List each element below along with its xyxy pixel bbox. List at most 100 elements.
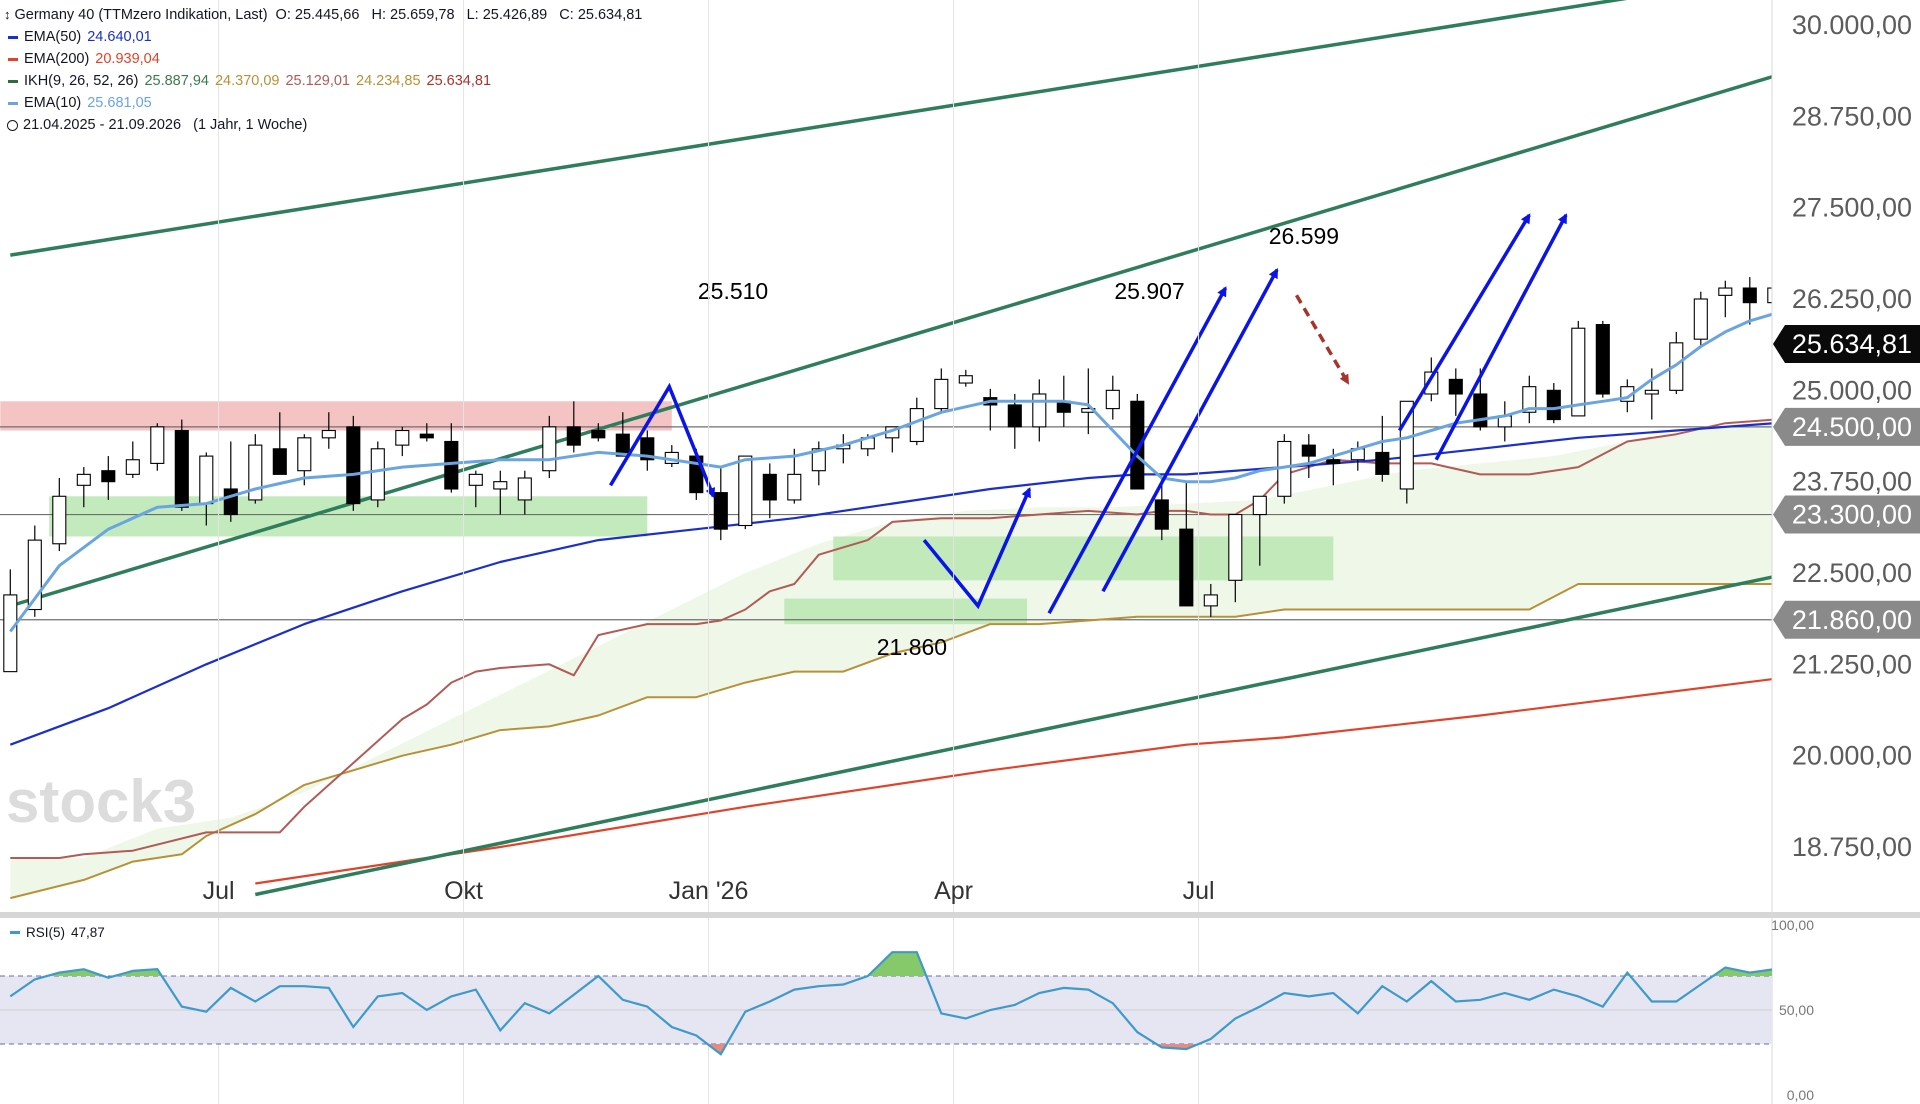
candle[interactable] (615, 412, 630, 457)
red-dashed-arrow (1294, 294, 1350, 385)
candle[interactable] (223, 441, 238, 522)
pane-separator[interactable] (0, 912, 1920, 918)
rsi-line (9, 951, 1772, 1056)
candle[interactable] (1252, 495, 1267, 566)
candle[interactable] (444, 423, 459, 493)
candle[interactable] (713, 467, 728, 541)
candle[interactable] (1032, 379, 1047, 442)
rsi-legend[interactable]: RSI(5) 47,87 (10, 925, 105, 940)
candle[interactable] (370, 441, 385, 508)
candle[interactable] (934, 368, 949, 413)
candle[interactable] (1448, 368, 1463, 416)
candle-body-up (1522, 386, 1537, 413)
candle[interactable] (468, 470, 483, 508)
candle[interactable] (297, 434, 312, 486)
candle[interactable] (1718, 280, 1733, 318)
candle-body-down (1130, 400, 1145, 490)
candle[interactable] (150, 423, 165, 471)
candle[interactable] (566, 401, 581, 453)
candle[interactable] (909, 397, 924, 446)
x-tick-label: Jul (1183, 877, 1215, 905)
level-price-badge[interactable]: 23.300,00 (1773, 495, 1920, 534)
candle-body-down (640, 437, 655, 461)
price-badge-label: 23.300,00 (1792, 500, 1912, 530)
candle[interactable] (591, 423, 606, 442)
candle[interactable] (199, 452, 214, 526)
trend-channel-line (10, 0, 1628, 257)
instrument-name[interactable]: Germany 40 (TTMzero Indikation, Last) (14, 7, 268, 23)
indicator-value: 24.370,09 (214, 73, 280, 89)
candle[interactable] (958, 369, 973, 387)
candle[interactable] (1007, 393, 1022, 449)
candle[interactable] (1203, 583, 1218, 617)
candle[interactable] (1179, 481, 1194, 607)
candle[interactable] (321, 412, 336, 449)
candle[interactable] (1154, 478, 1169, 541)
candle-body-up (517, 477, 532, 501)
candle[interactable] (101, 456, 116, 500)
candle[interactable] (1571, 320, 1586, 417)
candle[interactable] (272, 412, 287, 475)
candle[interactable] (1375, 415, 1390, 482)
rsi-pane[interactable] (0, 951, 1920, 1056)
candle[interactable] (787, 448, 802, 504)
candle[interactable] (419, 423, 434, 442)
candle[interactable] (811, 441, 826, 486)
indicator-swatch (8, 57, 18, 61)
candle[interactable] (1742, 277, 1757, 325)
x-tick-label: Okt (444, 877, 483, 905)
candle[interactable] (346, 415, 361, 511)
candle[interactable] (517, 470, 532, 515)
stock3-watermark: stock3 (6, 768, 196, 835)
candle[interactable] (1595, 320, 1610, 398)
candle-body-down (1179, 528, 1194, 607)
chart-type-icon[interactable]: ↕ (4, 7, 11, 22)
main-pane[interactable]: 25.510 26.599 25.907 21.860 (0, 0, 1920, 900)
candle[interactable] (640, 430, 655, 471)
y-tick-label: 20.000,00 (1792, 741, 1912, 771)
candle[interactable] (493, 470, 508, 515)
candle[interactable] (1522, 375, 1537, 424)
candle[interactable] (76, 467, 91, 508)
candle[interactable] (1767, 273, 1781, 317)
candle[interactable] (248, 434, 263, 504)
candle-body-up (468, 473, 483, 486)
candle[interactable] (983, 388, 998, 431)
candle[interactable] (1669, 331, 1684, 394)
candle[interactable] (395, 426, 410, 457)
candle[interactable] (1105, 375, 1120, 420)
level-price-badge[interactable]: 21.860,00 (1773, 600, 1920, 639)
candle-body-down (1154, 499, 1169, 530)
candle[interactable] (1497, 401, 1512, 442)
candle[interactable] (836, 434, 851, 464)
candle[interactable] (1228, 513, 1243, 603)
candle[interactable] (3, 569, 18, 673)
candle[interactable] (1350, 441, 1365, 471)
indicator-row[interactable]: EMA(50) 24.640,01 (4, 26, 642, 48)
candle[interactable] (664, 445, 679, 468)
indicator-row[interactable]: IKH(9, 26, 52, 26) 25.887,94 24.370,09 25.1… (4, 70, 642, 92)
rsi-tick-label: 0,00 (1787, 1087, 1814, 1103)
candle[interactable] (1644, 368, 1659, 420)
level-price-badge[interactable]: 24.500,00 (1773, 407, 1920, 446)
candle[interactable] (125, 441, 140, 479)
current-price-badge[interactable]: 25.634,81 (1773, 324, 1920, 363)
ema50-line (9, 422, 1772, 746)
candle-body-up (3, 594, 18, 673)
candle-body-up (1693, 298, 1708, 340)
candle[interactable] (1301, 434, 1316, 479)
candle-body-up (811, 448, 826, 472)
candle[interactable] (738, 455, 753, 530)
candle[interactable] (1130, 393, 1145, 490)
candle[interactable] (1693, 291, 1708, 347)
candle[interactable] (1081, 368, 1096, 435)
indicator-row[interactable]: EMA(200) 20.939,04 (4, 48, 642, 70)
candle[interactable] (52, 478, 67, 552)
candle-body-up (1669, 342, 1684, 391)
candle[interactable] (174, 419, 189, 511)
candle[interactable] (762, 463, 777, 519)
indicator-row[interactable]: EMA(10) 25.681,05 (4, 92, 642, 114)
candle[interactable] (1546, 383, 1561, 424)
